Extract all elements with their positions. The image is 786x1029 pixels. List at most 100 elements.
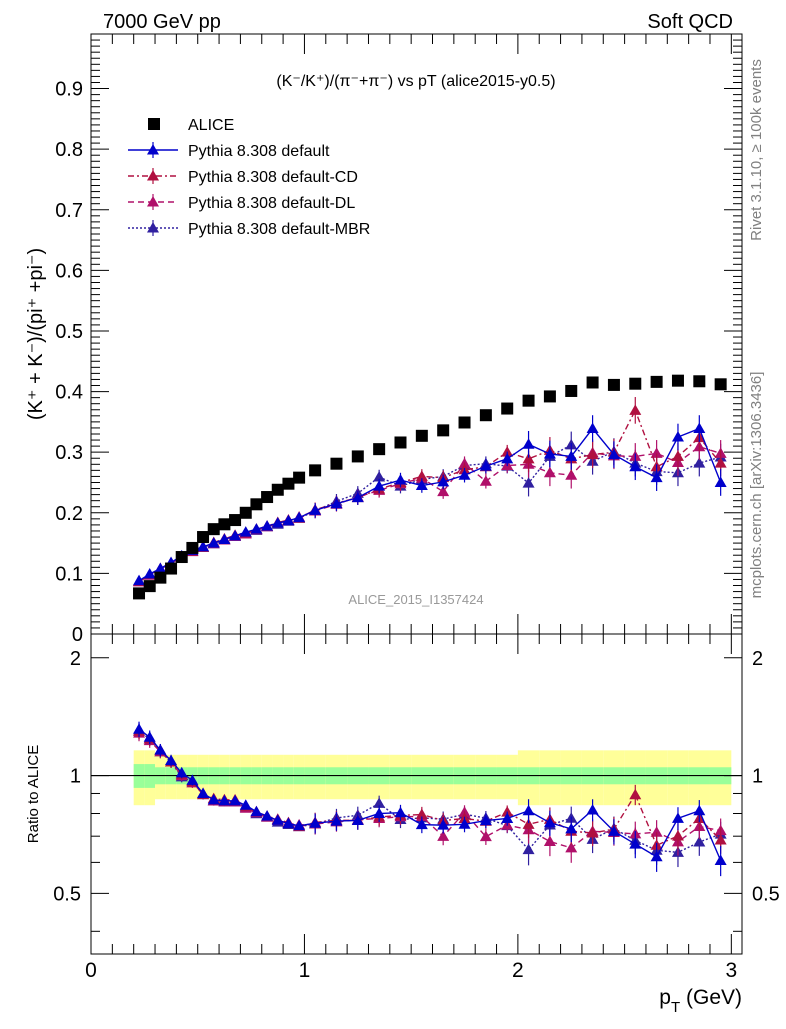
data-point — [522, 452, 535, 464]
analysis-watermark: ALICE_2015_I1357424 — [348, 592, 483, 607]
legend-label: Pythia 8.308 default-DL — [188, 195, 355, 212]
ratio-y-tick-label-right: 0.5 — [752, 883, 780, 905]
main-y-tick-label: 0.7 — [55, 200, 83, 222]
data-point — [458, 469, 471, 480]
ratio-point — [373, 797, 386, 808]
ratio-point — [501, 806, 514, 817]
data-point — [543, 448, 556, 459]
data-point — [415, 479, 428, 491]
ratio-point — [351, 814, 364, 825]
legend-label: ALICE — [188, 117, 234, 134]
main-data-layer — [133, 374, 727, 600]
data-point — [437, 485, 450, 497]
ratio-axis-ticks — [90, 634, 742, 954]
data-point — [522, 477, 535, 488]
alice-point — [650, 375, 663, 388]
main-axis-ticks — [90, 34, 742, 635]
alice-point — [458, 416, 471, 429]
alice-point — [293, 471, 306, 484]
ratio-point — [293, 819, 306, 831]
main-y-tick-label: 0.6 — [55, 260, 83, 282]
data-point — [586, 422, 599, 434]
alice-point — [629, 377, 642, 390]
ratio-y-axis-label: Ratio to ALICE — [25, 745, 42, 843]
alice-point — [586, 376, 599, 389]
alice-point — [197, 531, 210, 544]
series-line — [138, 427, 722, 582]
ratio-point — [543, 816, 556, 828]
x-tick-label: 2 — [512, 959, 524, 982]
data-point — [629, 404, 642, 415]
ratio-data-layer — [133, 721, 727, 877]
plot-title: (K⁻/K⁺)/(π⁻+π⁻) vs pT (alice2015-y0.5) — [276, 73, 555, 90]
alice-point — [330, 457, 343, 470]
alice-point — [351, 450, 364, 463]
ratio-point — [693, 804, 706, 816]
ratio-y-tick-label-right: 2 — [752, 648, 763, 670]
alice-point — [239, 506, 252, 519]
ratio-point — [479, 814, 492, 826]
legend-marker — [147, 196, 159, 207]
ratio-plot-frame — [90, 633, 743, 955]
data-point — [650, 447, 663, 458]
ratio-point — [239, 799, 252, 810]
x-tick-label: 0 — [85, 959, 97, 982]
data-point — [250, 523, 263, 534]
ratio-point — [479, 830, 492, 842]
alice-point — [671, 374, 684, 387]
data-point — [330, 497, 343, 509]
alice-point — [154, 571, 167, 584]
data-point — [229, 529, 242, 541]
ratio-point — [565, 822, 578, 834]
ratio-y-tick-labels: 0.5 0.5 1 1 2 2 — [53, 648, 780, 906]
ratio-point — [229, 794, 242, 806]
data-point — [197, 540, 210, 552]
x-axis-label: pT (GeV) — [659, 986, 742, 1016]
data-point — [218, 533, 231, 544]
main-y-tick-label: 0.9 — [55, 79, 83, 101]
alice-point — [133, 587, 146, 600]
main-y-tick-label: 0.3 — [55, 442, 83, 464]
alice-point — [693, 375, 706, 388]
alice-point — [522, 394, 535, 407]
data-point — [239, 526, 252, 537]
data-point — [143, 568, 156, 579]
data-point — [293, 511, 306, 523]
alice-point — [271, 483, 284, 496]
x-axis-label-p: p — [659, 986, 671, 1009]
ratio-point — [501, 812, 514, 823]
ratio-point — [543, 835, 556, 846]
data-point — [154, 562, 167, 574]
ratio-point — [522, 804, 535, 816]
legend-marker — [147, 144, 159, 155]
x-tick-label: 1 — [299, 959, 311, 982]
alice-point — [165, 562, 178, 575]
data-point — [394, 474, 407, 485]
ratio-point — [693, 836, 706, 847]
ratio-point — [586, 803, 599, 815]
ratio-point — [373, 807, 386, 818]
ratio-point — [650, 850, 663, 862]
alice-point — [394, 436, 407, 449]
ratio-point — [437, 830, 450, 841]
data-point — [565, 450, 578, 461]
data-point — [543, 466, 556, 478]
ratio-point — [250, 805, 263, 817]
data-point — [309, 504, 322, 515]
data-point — [479, 475, 492, 486]
data-point — [671, 450, 684, 461]
alice-point — [565, 384, 578, 397]
data-point — [261, 520, 274, 531]
ratio-point — [309, 817, 322, 828]
ratio-point — [154, 744, 167, 755]
alice-point — [479, 409, 492, 422]
ratio-point — [271, 814, 284, 825]
ratio-point — [330, 815, 343, 826]
data-point — [271, 517, 284, 528]
data-point — [693, 457, 706, 468]
ratio-point — [714, 854, 727, 865]
alice-point — [143, 580, 156, 593]
alice-point — [186, 541, 199, 554]
ratio-point — [671, 829, 684, 841]
